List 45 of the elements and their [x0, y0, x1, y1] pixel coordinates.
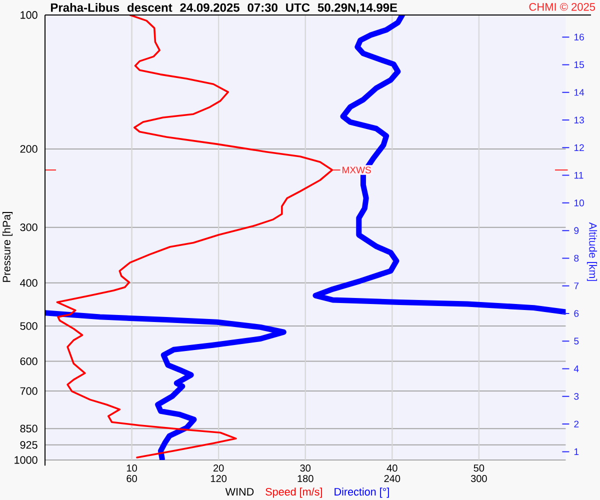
y2-tick-label: 13: [574, 116, 584, 124]
y-tick-label: 925: [20, 441, 38, 449]
y-tick-label: 400: [20, 279, 38, 287]
y-tick-label: 1000: [14, 456, 38, 464]
y2-tick-label: 4: [574, 365, 579, 372]
line-series: [56, 15, 334, 458]
y-tick-label: 300: [20, 224, 38, 232]
x-axis-title: WIND: [225, 488, 254, 496]
y2-tick-label: 15: [574, 61, 584, 68]
x2-tick-label: 240: [384, 475, 400, 482]
text: Speed [m/s]: [266, 488, 322, 498]
y-tick-label: 700: [20, 387, 38, 395]
y2-tick-label: 10: [574, 200, 584, 206]
y2-tick-label: 11: [574, 172, 584, 179]
x-tick-label: 40: [386, 464, 398, 472]
y2-tick-label: 7: [574, 282, 579, 290]
y2-tick-label: 5: [574, 338, 579, 344]
y-tick-label: 600: [20, 357, 38, 366]
x-tick-label: 20: [214, 464, 224, 472]
y-tick-label: 200: [20, 145, 38, 153]
chart-title: Praha-Libus descent 24.09.2025 07:30 UTC 50.29N,14.99E: [51, 2, 398, 14]
y-tick-label: 100: [20, 11, 38, 19]
y-axis-title: Pressure [hPa]: [2, 212, 13, 282]
x-tick-label: 50: [474, 464, 484, 472]
annotation: MXWS: [342, 166, 371, 174]
x-tick-label: 30: [300, 464, 311, 472]
y2-tick-label: 6: [574, 310, 579, 317]
text: CHMI © 2025: [529, 3, 596, 11]
y-tick-label: 850: [20, 424, 38, 432]
y2-tick-label: 1: [574, 448, 579, 455]
y2-tick-label: 3: [574, 393, 579, 400]
text: Direction [°]: [334, 488, 389, 498]
y2-tick-label: 8: [574, 254, 579, 262]
x-tick-label: 10: [126, 464, 137, 472]
y2-tick-label: 9: [574, 227, 579, 234]
x2-tick-label: 300: [470, 475, 487, 482]
y2-tick-label: 14: [574, 89, 584, 96]
y2-tick-label: 2: [574, 420, 579, 428]
y2-tick-label: 16: [574, 34, 584, 40]
x2-tick-label: 60: [126, 475, 137, 482]
y-tick-label: 500: [20, 322, 38, 330]
x2-tick-label: 120: [211, 475, 227, 482]
y2-tick-label: 12: [574, 144, 584, 152]
y2-axis-title: Altitude [km]: [586, 222, 598, 281]
x2-tick-label: 180: [298, 475, 314, 482]
